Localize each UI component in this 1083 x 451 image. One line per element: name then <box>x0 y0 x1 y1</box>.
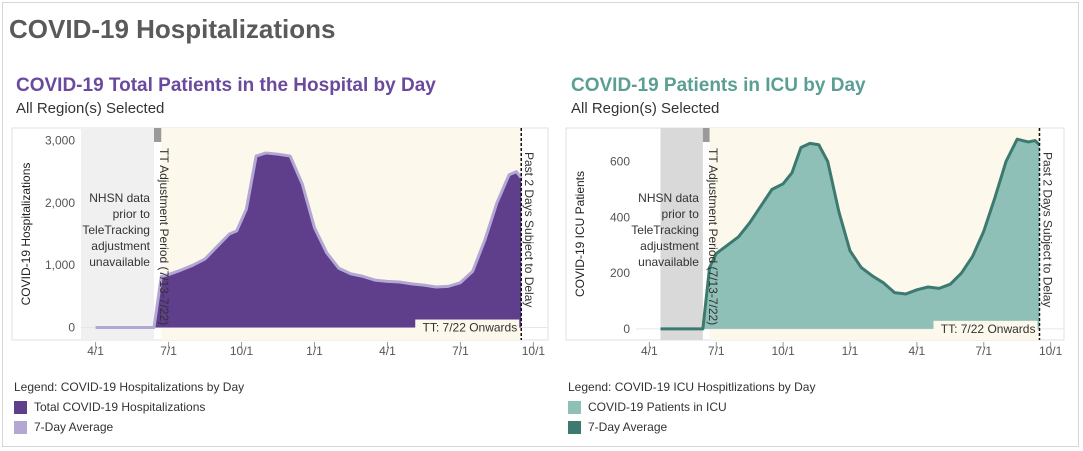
nhsn-note-line: TeleTracking <box>631 223 699 237</box>
chart-subtitle-icu: All Region(s) Selected <box>571 100 720 117</box>
nhsn-note-line: adjustment <box>640 239 699 253</box>
x-tick-label: 4/1 <box>87 344 104 358</box>
y-tick-label: 2,000 <box>45 196 75 210</box>
nhsn-note-line: NHSN data <box>89 191 150 205</box>
legend-label-icu: COVID-19 Patients in ICU <box>588 400 727 414</box>
series-line-7day-0 <box>95 151 523 330</box>
legend-title-hospital: Legend: COVID-19 Hospitalizations by Day <box>14 380 245 394</box>
legend-title-icu: Legend: COVID-19 ICU Hospitlizations by … <box>568 380 816 394</box>
x-tick-label: 7/1 <box>708 344 725 358</box>
x-tick-label: 10/1 <box>1039 344 1063 358</box>
x-tick-label: 1/1 <box>842 344 859 358</box>
page-title: COVID-19 Hospitalizations <box>9 14 336 44</box>
nhsn-region <box>81 128 154 340</box>
y-tick-label: 0 <box>68 321 75 335</box>
nhsn-note-line: unavailable <box>638 255 699 269</box>
chart-1: 0 200 400 600 COVID-19 ICU Patients 4/1 7/1 10/… <box>565 127 1065 358</box>
y-tick-label: 3,000 <box>45 133 75 147</box>
adjustment-marker <box>702 128 710 142</box>
y-tick-label: 600 <box>610 154 630 168</box>
x-tick-label: 1/1 <box>306 344 323 358</box>
legend-swatch-7day-hospital <box>14 420 27 434</box>
legend-item-7day-hospital[interactable]: 7-Day Average <box>14 420 113 434</box>
y-tick-label: 200 <box>610 266 630 280</box>
legend-swatch-total <box>14 400 27 414</box>
x-tick-label: 4/1 <box>379 344 396 358</box>
x-tick-label: 10/1 <box>771 344 795 358</box>
legend-label-7day-icu: 7-Day Average <box>588 420 668 434</box>
nhsn-note-line: TeleTracking <box>82 223 150 237</box>
x-tick-label: 10/1 <box>522 344 546 358</box>
chart-subtitle-hospital: All Region(s) Selected <box>16 100 165 117</box>
y-tick-label: 0 <box>623 322 630 336</box>
onwards-label-bg <box>933 320 1038 336</box>
adjustment-label: TT Adjustment Period (7/13-7/22) <box>706 148 720 325</box>
nhsn-note-line: prior to <box>662 207 700 221</box>
x-tick-label: 10/1 <box>230 344 254 358</box>
nhsn-note-line: unavailable <box>89 255 150 269</box>
delay-label: Past 2 Days Subject to Delay <box>1040 152 1054 307</box>
chart-title-icu: COVID-19 Patients in ICU by Day <box>571 75 866 96</box>
onwards-label: TT: 7/22 Onwards <box>941 322 1036 336</box>
legend-item-7day-icu[interactable]: 7-Day Average <box>568 420 667 434</box>
adjustment-label: TT Adjustment Period (7/13-7/22) <box>157 148 171 325</box>
series-area-0 <box>95 152 522 328</box>
onwards-label-bg <box>415 319 520 335</box>
chart-title-hospital: COVID-19 Total Patients in the Hospital … <box>16 75 436 96</box>
y-tick-label: 1,000 <box>45 258 75 272</box>
legend-label-total: Total COVID-19 Hospitalizations <box>34 400 206 414</box>
legend-label-7day-hospital: 7-Day Average <box>34 420 114 434</box>
chart-0: 0 1,000 2,000 3,000 COVID-19 Hospitalization… <box>11 127 549 358</box>
delay-label: Past 2 Days Subject to Delay <box>522 152 536 307</box>
legend-item-total[interactable]: Total COVID-19 Hospitalizations <box>14 400 205 414</box>
onwards-label: TT: 7/22 Onwards <box>423 321 518 335</box>
nhsn-note-line: adjustment <box>91 239 150 253</box>
legend-item-icu[interactable]: COVID-19 Patients in ICU <box>568 400 727 414</box>
x-tick-label: 7/1 <box>160 344 177 358</box>
adjustment-marker <box>153 128 162 142</box>
series-line-7day-1 <box>660 137 1041 331</box>
series-area-1 <box>660 139 1040 329</box>
y-tick-label: 400 <box>610 210 630 224</box>
x-tick-label: 7/1 <box>452 344 469 358</box>
x-tick-label: 4/1 <box>909 344 926 358</box>
x-tick-label: 4/1 <box>641 344 658 358</box>
legend-swatch-7day-icu <box>568 420 581 434</box>
x-tick-label: 7/1 <box>975 344 992 358</box>
legend-swatch-icu <box>568 400 581 414</box>
nhsn-region <box>660 128 703 340</box>
nhsn-note-line: NHSN data <box>638 191 699 205</box>
y-axis-label: COVID-19 Hospitalizations <box>19 163 33 306</box>
y-axis-label: COVID-19 ICU Patients <box>573 171 587 297</box>
nhsn-note-line: prior to <box>113 207 151 221</box>
